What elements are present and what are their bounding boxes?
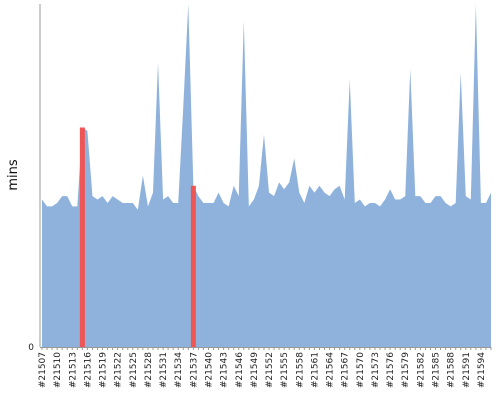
y-axis-label: mins — [6, 159, 21, 191]
x-tick-label: #21564 — [326, 352, 336, 388]
x-tick-label: #21507 — [38, 352, 48, 388]
x-tick-label: #21552 — [265, 352, 275, 388]
x-tick-label: #21537 — [189, 352, 199, 388]
x-tick-label: #21531 — [159, 352, 169, 388]
x-tick-label: #21510 — [53, 352, 63, 388]
x-tick-label: #21582 — [416, 352, 426, 388]
x-tick-label: #21528 — [144, 352, 154, 388]
x-tick-label: #21588 — [447, 352, 457, 388]
x-tick-label: #21573 — [371, 352, 381, 388]
x-tick-label: #21576 — [386, 352, 396, 388]
x-tick-label: #21555 — [280, 352, 290, 388]
x-tick-label: #21591 — [462, 352, 472, 388]
x-tick-label: #21543 — [220, 352, 230, 388]
x-tick-label: #21513 — [68, 352, 78, 388]
chart-marks — [42, 4, 491, 347]
x-tick-label: #21594 — [477, 352, 487, 388]
y-tick-label: 0 — [28, 343, 34, 353]
x-tick-label: #21540 — [204, 352, 214, 388]
x-tick-label: #21549 — [250, 352, 260, 388]
highlight-marker — [79, 127, 85, 347]
x-tick-label: #21561 — [310, 352, 320, 388]
x-axis-tick-labels: #21507 #21510 #21513 #21516 #21519 #21522 #215… — [38, 352, 487, 388]
x-tick-label: #21558 — [295, 352, 305, 388]
x-tick-label: #21585 — [432, 352, 442, 388]
series-area — [42, 4, 491, 347]
x-tick-label: #21516 — [83, 352, 93, 388]
x-tick-label: #21567 — [341, 352, 351, 388]
x-tick-label: #21570 — [356, 352, 366, 388]
x-tick-label: #21522 — [114, 352, 124, 388]
x-tick-label: #21546 — [235, 352, 245, 388]
x-tick-label: #21525 — [129, 352, 139, 388]
x-tick-label: #21534 — [174, 352, 184, 388]
x-axis-ticks — [41, 347, 492, 350]
x-tick-label: #21519 — [99, 352, 109, 388]
highlight-marker — [190, 185, 196, 347]
x-tick-label: #21579 — [401, 352, 411, 388]
